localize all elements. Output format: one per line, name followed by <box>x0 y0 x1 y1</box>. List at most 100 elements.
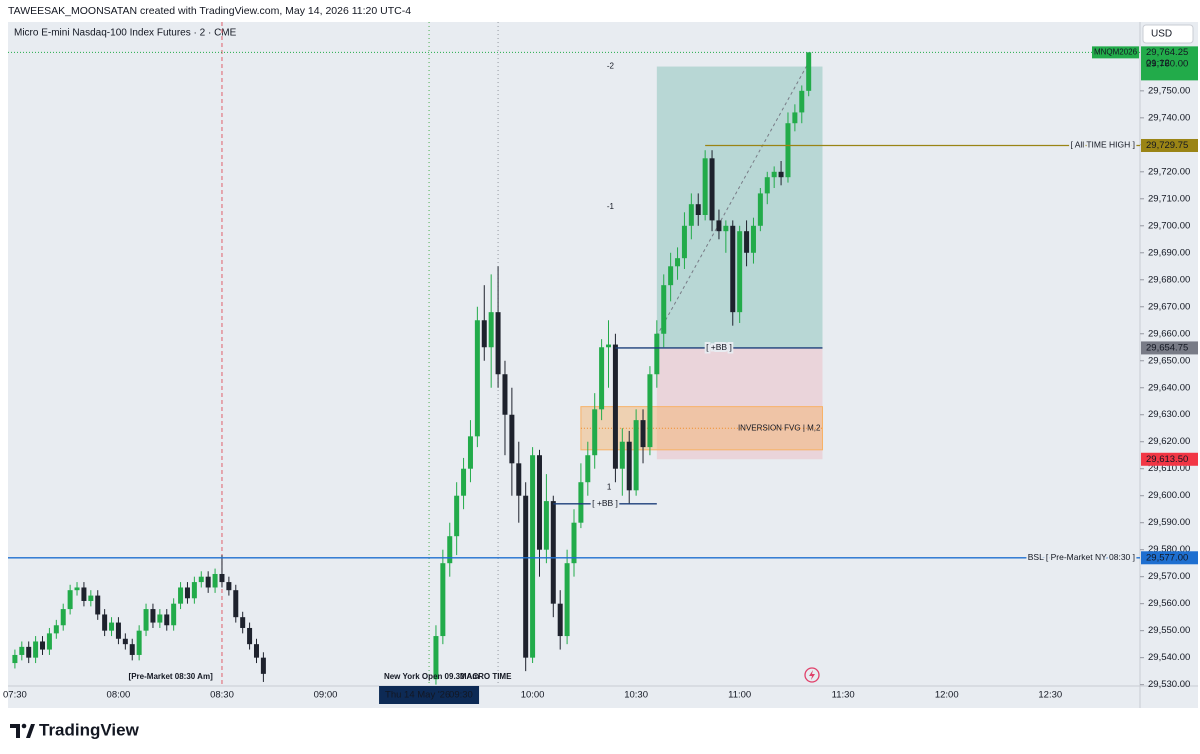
candle-body <box>723 225 729 232</box>
y-tick-label: 29,710.00 <box>1148 193 1190 204</box>
note: MACRO TIME <box>460 672 512 681</box>
level-tag: 29,577.00 <box>1146 552 1188 563</box>
candle-body <box>606 344 612 348</box>
y-tick-label: 29,670.00 <box>1148 301 1190 312</box>
candle-body <box>198 576 204 583</box>
candle-body <box>33 641 39 658</box>
x-tick-label: 08:00 <box>107 690 131 701</box>
candle-body <box>681 225 687 259</box>
candle-body <box>164 614 170 626</box>
candle-body <box>102 614 108 631</box>
candle-body <box>771 171 777 178</box>
y-tick-label: 29,690.00 <box>1148 247 1190 258</box>
candle-body <box>633 420 639 491</box>
candle-body <box>612 344 618 469</box>
note: [Pre-Market 08:30 Am] <box>129 672 214 681</box>
candle-body <box>474 320 480 437</box>
candle-body <box>536 455 542 550</box>
candle-body <box>550 501 556 604</box>
x-tick-label: 12:00 <box>935 690 959 701</box>
candle-body <box>668 266 674 286</box>
entry-tag-bg <box>1141 341 1198 355</box>
symbol: Micro E-mini Nasdaq-100 Index Futures · … <box>14 28 237 39</box>
candle-body <box>143 609 149 631</box>
x-tick-label: 11:30 <box>832 690 855 701</box>
candle-body <box>640 420 646 448</box>
candle-body <box>157 614 163 623</box>
candle-body <box>233 590 239 618</box>
y-tick-label: 29,720.00 <box>1148 166 1190 177</box>
fvg-label: INVERSION FVG | M,2 <box>738 423 821 432</box>
candle-body <box>122 638 128 645</box>
y-tick-label: 29,750.00 <box>1148 85 1190 96</box>
stop-zone <box>656 347 823 460</box>
candle-body <box>757 193 763 226</box>
candle-body <box>764 177 770 194</box>
x-tick-label: 10:30 <box>624 690 648 701</box>
trend-dashed <box>656 62 810 337</box>
candle-body <box>60 609 66 626</box>
candle-body <box>571 522 577 564</box>
candle-body <box>53 625 59 634</box>
countdown: 01:12 <box>1146 58 1170 69</box>
y-tick-label: 29,640.00 <box>1148 382 1190 393</box>
candle-body <box>150 609 156 623</box>
level-label: [ +BB ] <box>706 342 732 352</box>
candle-body <box>488 312 494 348</box>
candle-body <box>184 587 190 599</box>
candle-body <box>592 409 598 456</box>
candle-body <box>95 595 101 615</box>
candle-body <box>136 630 142 655</box>
x-tick-label: 08:30 <box>210 690 234 701</box>
stop-tag: 29,613.50 <box>1146 454 1188 465</box>
candle-body <box>19 646 25 655</box>
candle-body <box>778 171 784 178</box>
candle-body <box>440 563 446 637</box>
candle-body <box>171 603 177 626</box>
candle-body <box>509 414 515 464</box>
candle-body <box>12 654 18 664</box>
symbol-tag: MNQM2026 <box>1094 47 1138 56</box>
candle-body <box>129 644 135 655</box>
candle-body <box>516 463 522 496</box>
candle-body <box>502 374 508 415</box>
y-tick-label: 29,630.00 <box>1148 409 1190 420</box>
candle-body <box>467 436 473 469</box>
candle-body <box>253 644 259 658</box>
candle-body <box>74 587 80 591</box>
crosshair-bg <box>379 686 480 704</box>
x-tick-label: 10:00 <box>521 690 545 701</box>
candle-body <box>792 112 798 124</box>
x-tick-label: 09:00 <box>314 690 338 701</box>
brand-logo <box>10 723 35 738</box>
candle-body <box>647 374 653 448</box>
level-tag-bg <box>1141 138 1198 152</box>
y-tick-label: 29,700.00 <box>1148 220 1190 231</box>
candle-body <box>523 495 529 658</box>
candle-body <box>178 587 184 604</box>
crosshair-time: 09:30 <box>449 690 473 701</box>
currency-button[interactable] <box>1142 24 1194 44</box>
entry-tag: 29,654.75 <box>1146 342 1188 353</box>
candle-body <box>619 441 625 469</box>
level-label: [ +BB ] <box>592 498 618 508</box>
candle-body <box>688 204 694 226</box>
candle-body <box>530 455 536 658</box>
candle-body <box>46 633 52 650</box>
candle-body <box>557 603 563 637</box>
candle-body <box>675 258 681 267</box>
level-label: BSL [ Pre-Market NY 08:30 ] <box>1028 552 1135 562</box>
y-tick-label: 29,530.00 <box>1148 679 1190 690</box>
candle-body <box>709 158 715 221</box>
stop-tag-bg <box>1141 452 1198 466</box>
candle-body <box>785 123 791 178</box>
candle-body <box>654 333 660 375</box>
candle-body <box>240 617 246 628</box>
candle-body <box>461 468 467 496</box>
ratio-label: -1 <box>607 202 615 211</box>
candle-body <box>543 501 549 550</box>
candle-body <box>799 90 805 113</box>
candle-body <box>67 590 73 610</box>
candle-body <box>115 622 121 639</box>
